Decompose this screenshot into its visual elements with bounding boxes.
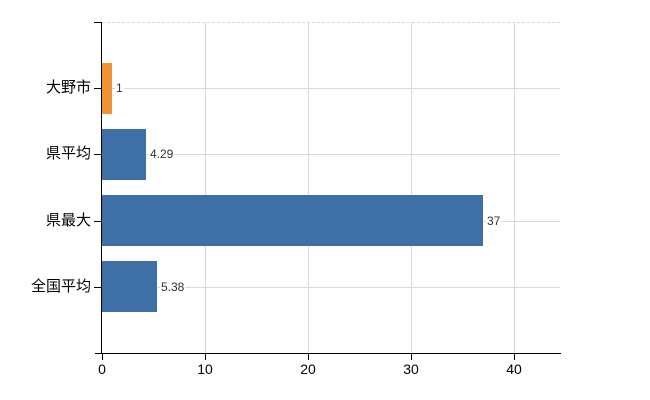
x-axis-tick xyxy=(514,354,515,360)
y-axis-tick xyxy=(94,287,101,288)
x-axis-tick-label: 30 xyxy=(403,361,419,377)
x-axis-tick xyxy=(308,354,309,360)
y-axis-tick xyxy=(94,88,101,89)
value-label: 5.38 xyxy=(160,280,186,294)
x-axis-tick xyxy=(411,354,412,360)
y-axis-tick xyxy=(94,22,101,23)
category-label: 県最大 xyxy=(45,212,91,229)
x-axis-tick-label: 20 xyxy=(300,361,316,377)
category-label: 県平均 xyxy=(45,145,91,162)
gridline-vertical xyxy=(410,22,412,353)
x-axis-tick-label: 40 xyxy=(506,361,522,377)
chart-bar xyxy=(102,261,157,312)
chart-bar xyxy=(102,63,112,114)
x-axis-tick-label: 0 xyxy=(98,361,106,377)
category-label: 大野市 xyxy=(45,79,91,96)
gridline-vertical xyxy=(513,22,515,353)
value-label: 37 xyxy=(486,214,502,228)
gridline-horizontal xyxy=(102,88,560,89)
y-axis-line xyxy=(101,22,102,354)
category-label: 全国平均 xyxy=(30,278,91,295)
x-axis-tick xyxy=(102,354,103,360)
gridline-horizontal xyxy=(102,154,560,155)
value-label: 1 xyxy=(115,81,124,95)
x-axis-line xyxy=(95,353,561,354)
value-label: 4.29 xyxy=(149,147,175,161)
gridline-vertical xyxy=(204,22,206,353)
x-axis-tick xyxy=(205,354,206,360)
chart-bar xyxy=(102,129,146,180)
plot-area xyxy=(102,22,560,353)
y-axis-tick xyxy=(94,154,101,155)
x-axis-tick-label: 10 xyxy=(197,361,213,377)
gridline-vertical xyxy=(307,22,309,353)
y-axis-tick xyxy=(94,221,101,222)
chart-bar xyxy=(102,195,483,246)
gridline-horizontal xyxy=(102,287,560,288)
